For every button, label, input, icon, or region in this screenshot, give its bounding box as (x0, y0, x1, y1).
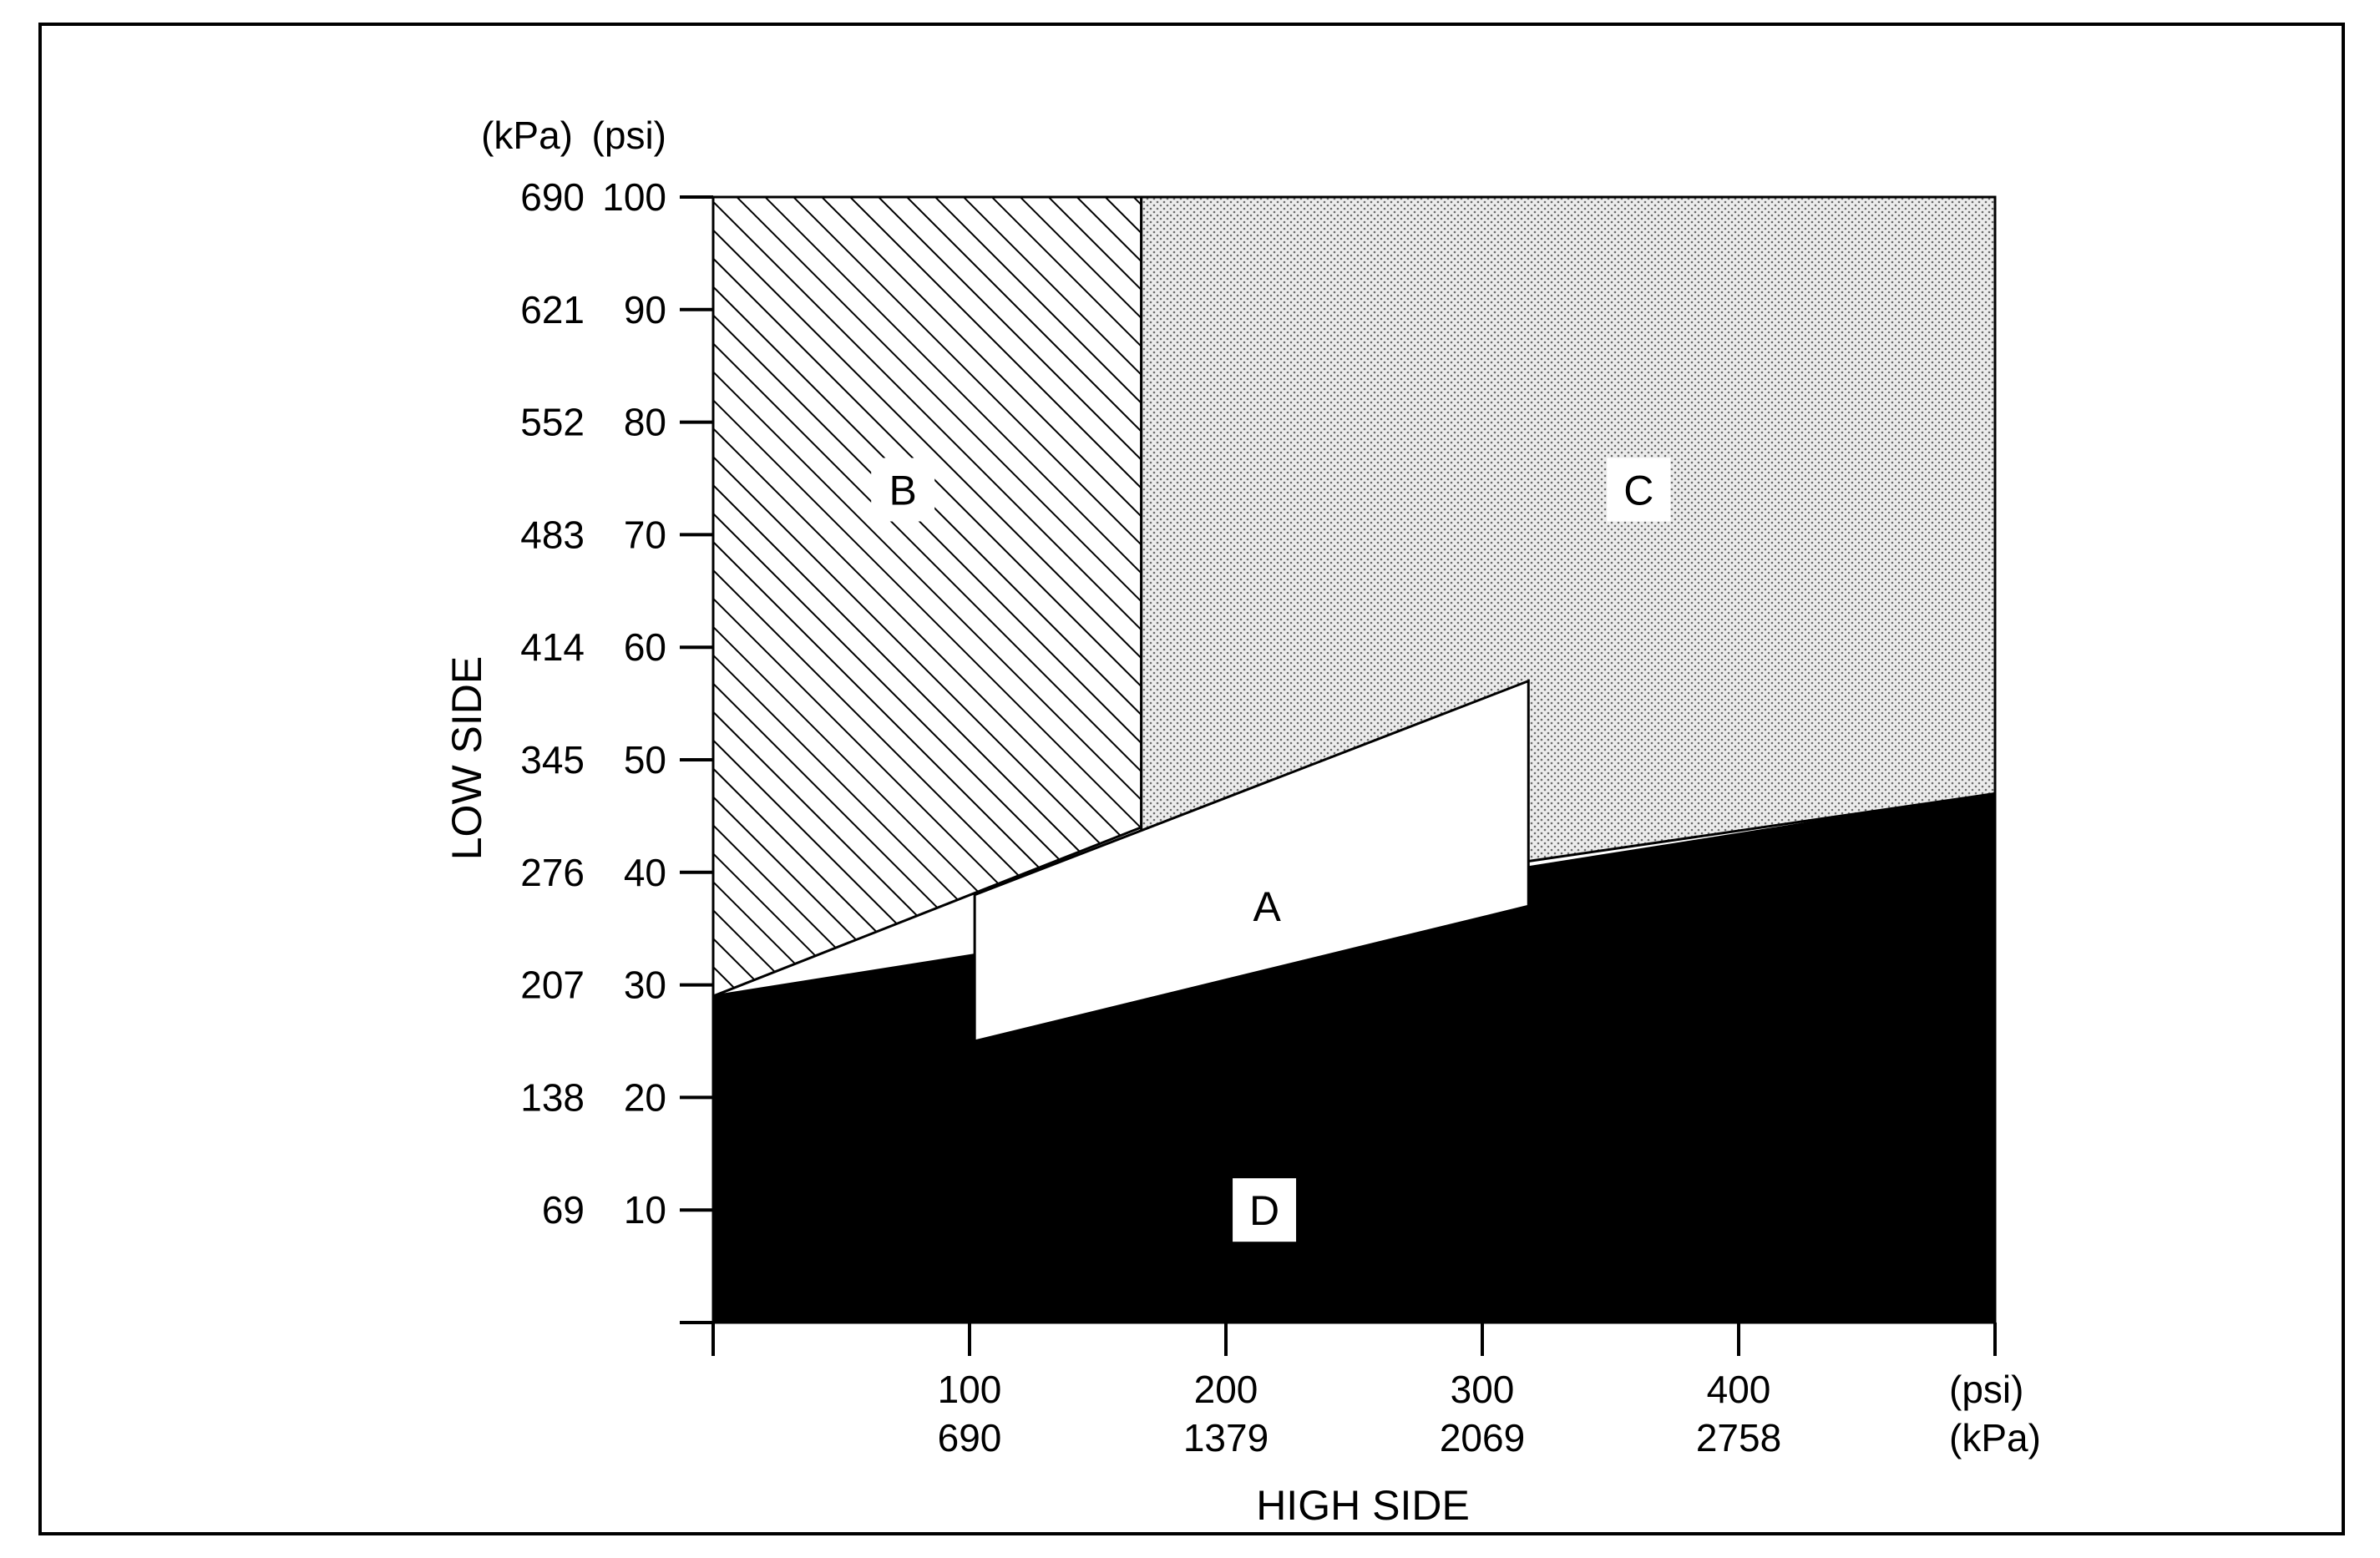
x-tick-label-psi: 200 (1194, 1368, 1258, 1411)
region-label-box-d (1233, 1178, 1297, 1242)
y-tick-label-psi: 10 (624, 1188, 666, 1232)
y-unit-psi: (psi) (592, 114, 666, 157)
y-tick-label-kpa: 552 (520, 401, 585, 444)
x-unit-kpa: (kPa) (1949, 1416, 2041, 1459)
y-tick-label-kpa: 276 (520, 851, 585, 894)
region-label-box-c (1607, 458, 1671, 522)
x-tick-label-kpa: 690 (938, 1416, 1002, 1459)
y-tick-label-psi: 40 (624, 851, 666, 894)
region-label-d: D (1249, 1187, 1279, 1234)
chart-labels: 690 100 621 90 552 80 483 70 414 60 345 50 276 40 207 3… (443, 114, 2041, 1529)
chart-regions (711, 195, 1997, 1324)
x-tick-label-psi: 100 (938, 1368, 1002, 1411)
x-tick-label-psi: 300 (1451, 1368, 1515, 1411)
y-tick-label-kpa: 483 (520, 513, 585, 556)
y-axis-title: LOW SIDE (443, 656, 490, 860)
y-tick-label-kpa: 621 (520, 288, 585, 331)
region-label-c: C (1623, 467, 1653, 513)
x-unit-psi: (psi) (1949, 1368, 2023, 1411)
figure-frame (38, 23, 2345, 1535)
y-tick-label-kpa: 345 (520, 738, 585, 782)
chart-axes (680, 195, 1997, 1356)
y-tick-label-psi: 80 (624, 401, 666, 444)
x-tick-label-psi: 400 (1707, 1368, 1771, 1411)
y-tick-label-psi: 70 (624, 513, 666, 556)
region-label-b: B (889, 467, 917, 513)
y-tick-label-psi: 60 (624, 625, 666, 669)
y-tick-label-kpa: 690 (520, 175, 585, 219)
y-tick-label-psi: 20 (624, 1075, 666, 1119)
y-tick-label-psi: 100 (602, 175, 666, 219)
region-a (973, 679, 1530, 1043)
y-tick-label-psi: 30 (624, 964, 666, 1007)
y-unit-kpa: (kPa) (481, 114, 573, 157)
region-label-box-b (871, 458, 935, 522)
x-tick-label-kpa: 1379 (1183, 1416, 1268, 1459)
x-axis-title: HIGH SIDE (1256, 1482, 1470, 1529)
y-tick-label-kpa: 138 (520, 1075, 585, 1119)
y-tick-label-kpa: 207 (520, 964, 585, 1007)
y-tick-label-psi: 50 (624, 738, 666, 782)
x-tick-label-kpa: 2069 (1440, 1416, 1525, 1459)
y-tick-label-kpa: 69 (542, 1188, 585, 1232)
y-tick-label-psi: 90 (624, 288, 666, 331)
x-tick-label-kpa: 2758 (1696, 1416, 1781, 1459)
region-label-a: A (1253, 883, 1281, 930)
y-tick-label-kpa: 414 (520, 625, 585, 669)
